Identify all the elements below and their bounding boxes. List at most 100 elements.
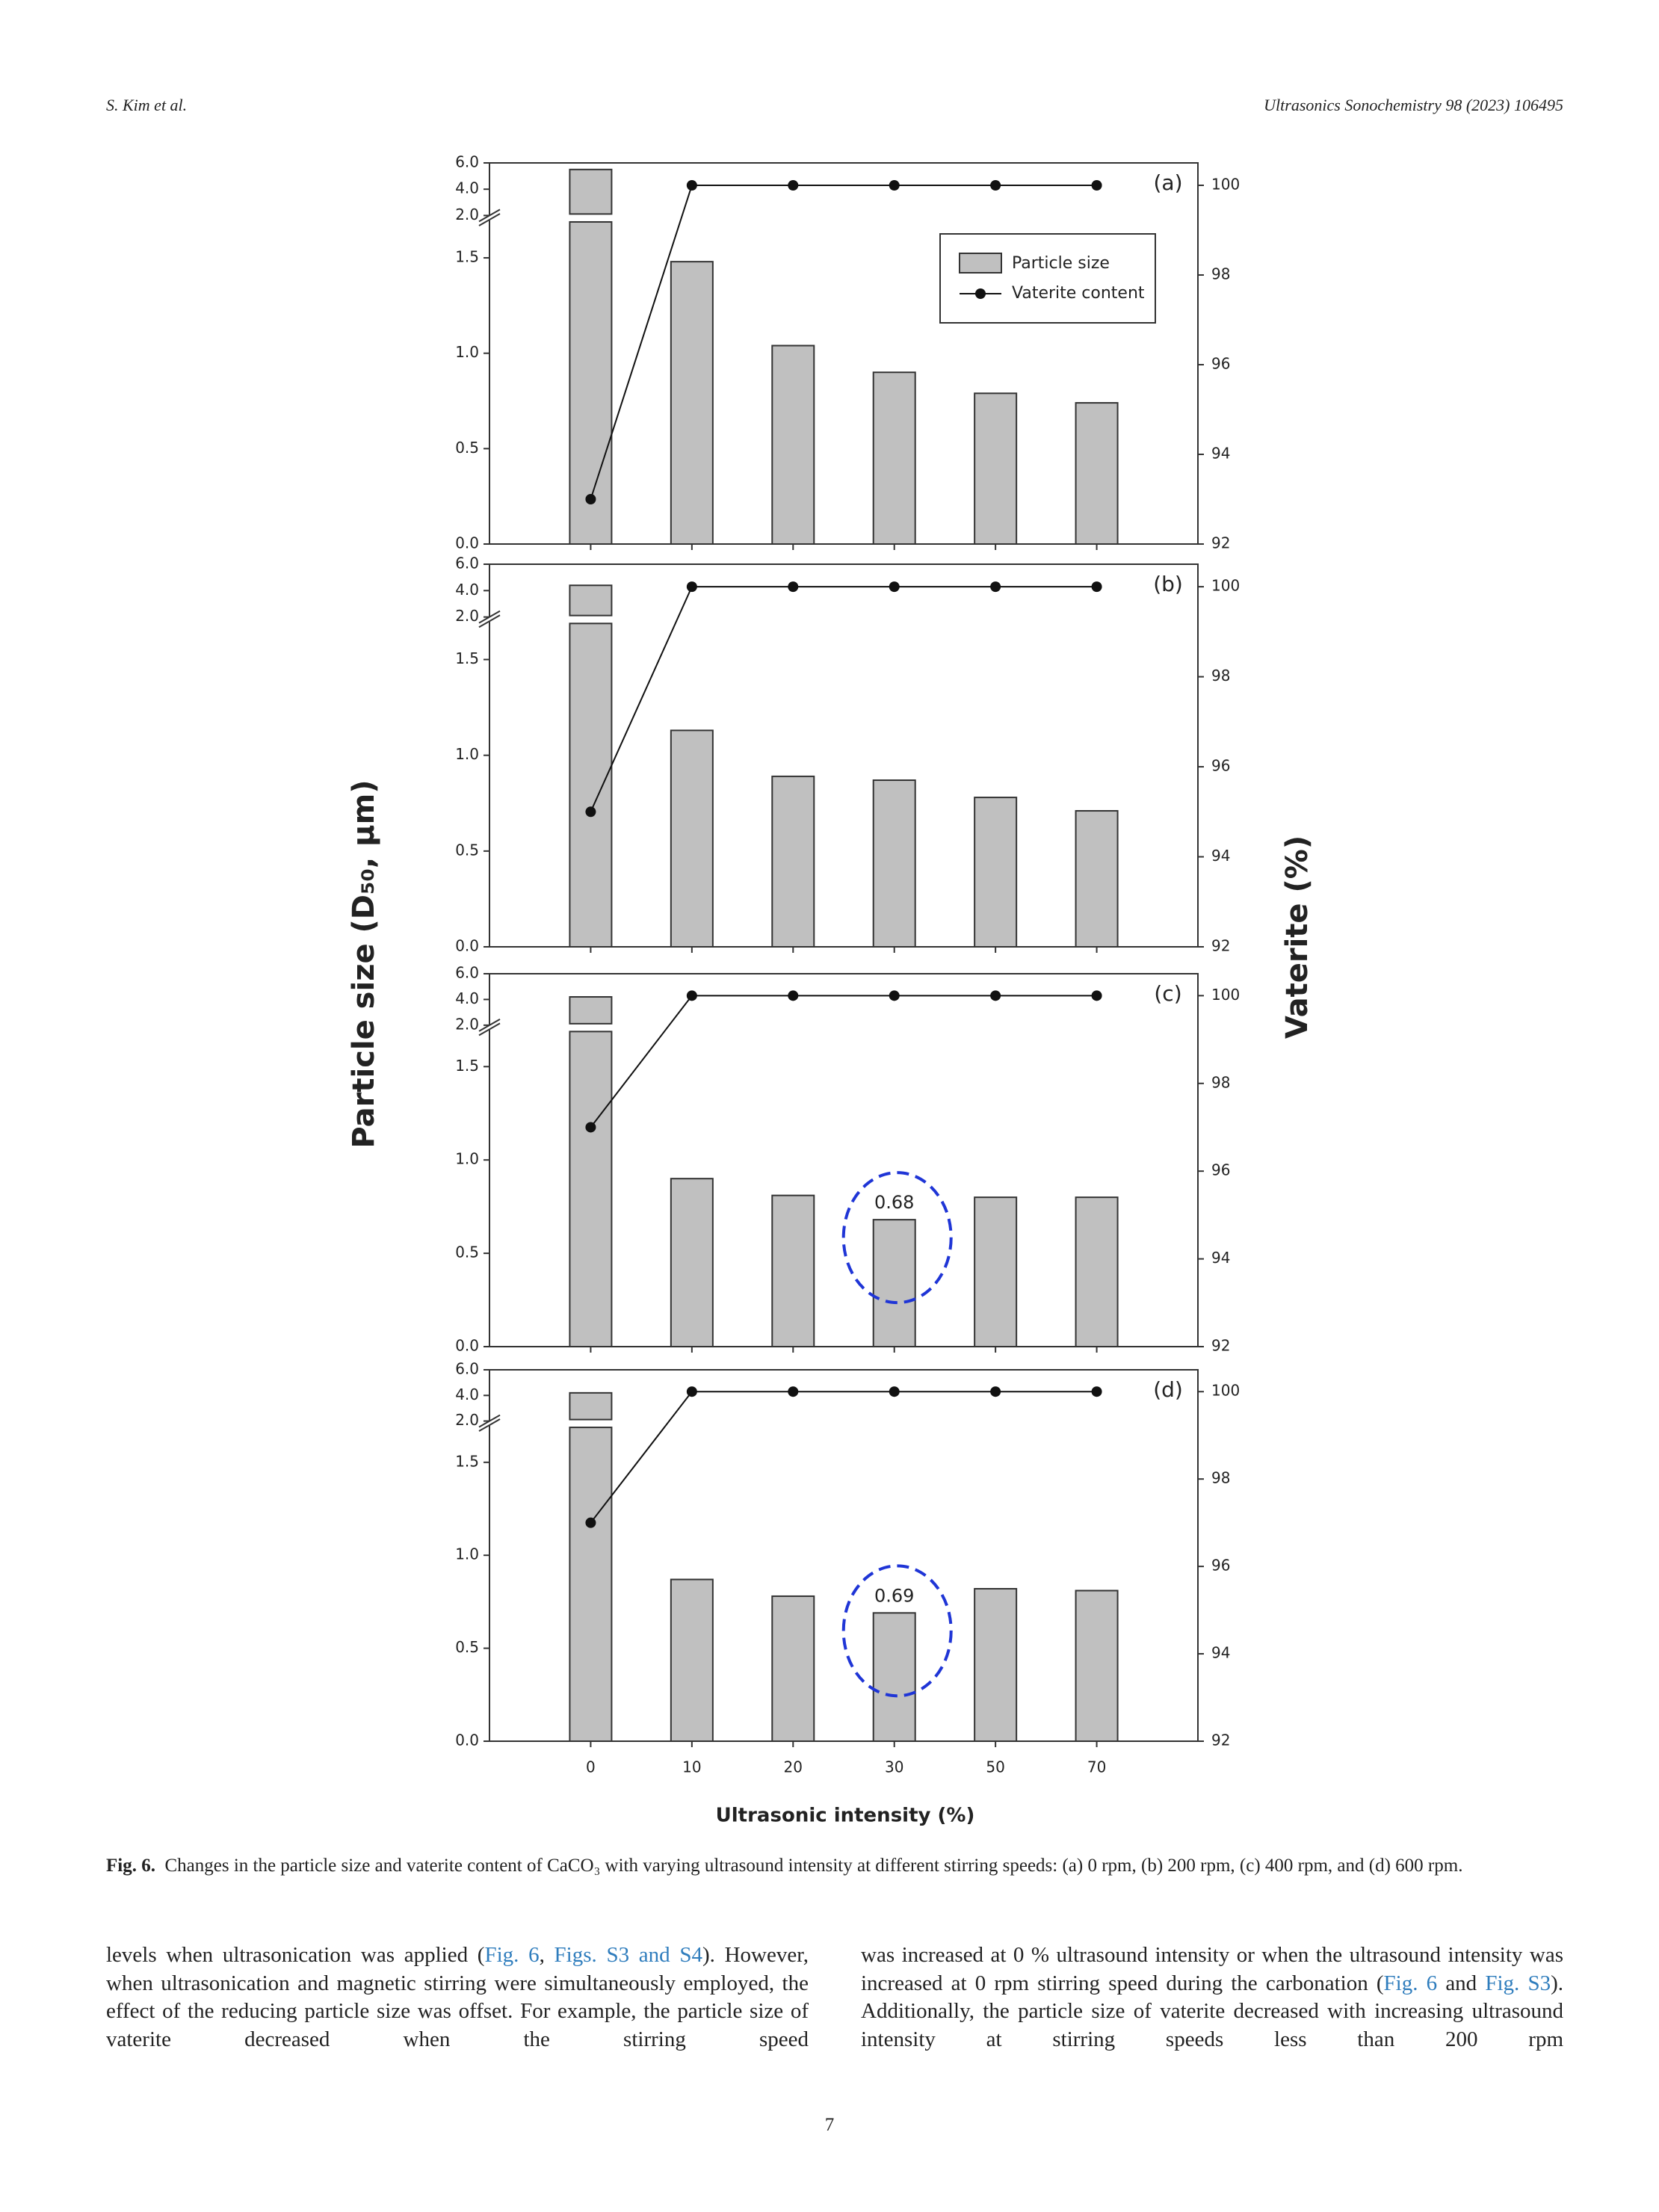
- y-tick-label: 0.5: [455, 1244, 479, 1261]
- bar: [974, 392, 1018, 545]
- cross-reference[interactable]: Figs. S3 and S4: [554, 1943, 702, 1967]
- y-tick-label: 6.0: [455, 964, 479, 982]
- body-column-left: levels when ultrasonication was applied …: [106, 1941, 809, 2054]
- axis-break-mark: [478, 1022, 501, 1037]
- vaterite-point: [889, 581, 900, 593]
- bar: [670, 1178, 714, 1347]
- bar-upper: [569, 168, 613, 215]
- caption-label: Fig. 6.: [106, 1856, 155, 1876]
- x-tick-label: 70: [1087, 1758, 1106, 1776]
- y-tick-label: 4.0: [455, 989, 479, 1007]
- body-text: ). Additionally, the particle size of va…: [861, 1971, 1564, 2051]
- panel-label: (d): [1153, 1377, 1183, 1402]
- page-number: 7: [824, 2115, 835, 2135]
- bar: [974, 797, 1018, 948]
- y-tick-label: 1.5: [455, 1452, 479, 1470]
- body-text: ). However, when ultrasonication and mag…: [106, 1943, 809, 2051]
- y2-tick-label: 100: [1211, 176, 1240, 194]
- vaterite-point: [686, 581, 697, 593]
- y2-tick-label: 94: [1211, 1249, 1230, 1267]
- y2-tick-label: 96: [1211, 1557, 1230, 1575]
- axis-break-mark: [478, 1418, 501, 1432]
- x-tick-label: 50: [986, 1758, 1004, 1776]
- x-tick-label: 0: [586, 1758, 596, 1776]
- vaterite-point: [1091, 180, 1102, 191]
- highlight-circle: [841, 1171, 953, 1305]
- bar: [670, 729, 714, 948]
- bar: [1075, 402, 1119, 545]
- y2-tick-label: 92: [1211, 1731, 1230, 1749]
- bar: [771, 775, 815, 948]
- x-tick-label: 10: [682, 1758, 701, 1776]
- cross-reference[interactable]: Fig. S3: [1485, 1971, 1551, 1995]
- y-tick-label: 6.0: [455, 1360, 479, 1378]
- vaterite-point: [889, 990, 900, 1001]
- axis-break-gap: [487, 1025, 492, 1030]
- y2-tick-label: 92: [1211, 534, 1230, 552]
- y-tick-label: 0.0: [455, 1731, 479, 1749]
- y2-tick-label: 98: [1211, 1469, 1230, 1487]
- y-tick-label: 2.0: [455, 1015, 479, 1033]
- y-tick-label: 2.0: [455, 1411, 479, 1429]
- vaterite-point: [585, 806, 596, 818]
- cross-reference[interactable]: Fig. 6: [484, 1943, 540, 1967]
- y2-tick-label: 94: [1211, 445, 1230, 463]
- y-tick-label: 1.5: [455, 248, 479, 266]
- vaterite-point: [1091, 990, 1102, 1001]
- value-label: 0.69: [874, 1585, 914, 1606]
- cross-reference[interactable]: Fig. 6: [1383, 1971, 1438, 1995]
- y2-tick-label: 100: [1211, 986, 1240, 1004]
- y2-tick-label: 100: [1211, 577, 1240, 595]
- y-tick-label: 2.0: [455, 206, 479, 223]
- bar: [872, 779, 916, 948]
- vaterite-line: [590, 586, 1097, 812]
- bar: [1075, 1196, 1119, 1347]
- legend-label: Vaterite content: [1012, 284, 1145, 303]
- bar: [569, 1031, 613, 1347]
- y-tick-label: 0.5: [455, 841, 479, 859]
- legend-swatch: [959, 253, 1002, 274]
- bar: [771, 1194, 815, 1347]
- body-text: ,: [539, 1943, 554, 1967]
- bar-upper: [569, 995, 613, 1025]
- bar: [771, 345, 815, 545]
- vaterite-point: [889, 1386, 900, 1397]
- vaterite-point: [990, 180, 1001, 191]
- axis-break-gap: [487, 617, 492, 622]
- y-tick-label: 4.0: [455, 1385, 479, 1403]
- y2-tick-label: 96: [1211, 355, 1230, 373]
- axis-break-mark: [478, 614, 501, 628]
- bar: [1075, 810, 1119, 948]
- vaterite-point: [788, 1386, 799, 1397]
- y-tick-label: 0.0: [455, 937, 479, 955]
- y-tick-label: 1.0: [455, 745, 479, 763]
- vaterite-point: [788, 581, 799, 593]
- bar-upper: [569, 1391, 613, 1421]
- body-text: was increased at 0 % ultrasound intensit…: [861, 1943, 1563, 1995]
- y2-tick-label: 98: [1211, 667, 1230, 685]
- y2-tick-label: 98: [1211, 1073, 1230, 1091]
- y-tick-label: 0.0: [455, 1337, 479, 1355]
- y-tick-label: 1.0: [455, 343, 479, 361]
- legend-box: [939, 233, 1156, 324]
- vaterite-point: [585, 1517, 596, 1528]
- y-tick-label: 0.5: [455, 439, 479, 457]
- y-tick-label: 0.5: [455, 1638, 479, 1656]
- vaterite-point: [585, 494, 596, 504]
- vaterite-point: [686, 990, 697, 1001]
- bar: [974, 1196, 1018, 1347]
- vaterite-point: [686, 180, 697, 191]
- bar: [670, 261, 714, 545]
- y2-tick-label: 100: [1211, 1382, 1240, 1400]
- highlight-circle: [841, 1564, 953, 1698]
- vaterite-point: [990, 990, 1001, 1001]
- bar: [569, 220, 613, 545]
- panel-label: (a): [1153, 170, 1182, 195]
- running-head-right: Ultrasonics Sonochemistry 98 (2023) 1064…: [1264, 96, 1563, 114]
- y-axis-label: Particle size (D₅₀, μm): [347, 779, 381, 1148]
- vaterite-point: [686, 1386, 697, 1397]
- bar: [974, 1587, 1018, 1742]
- axis-break-gap: [487, 1421, 492, 1426]
- vaterite-line: [590, 185, 1097, 500]
